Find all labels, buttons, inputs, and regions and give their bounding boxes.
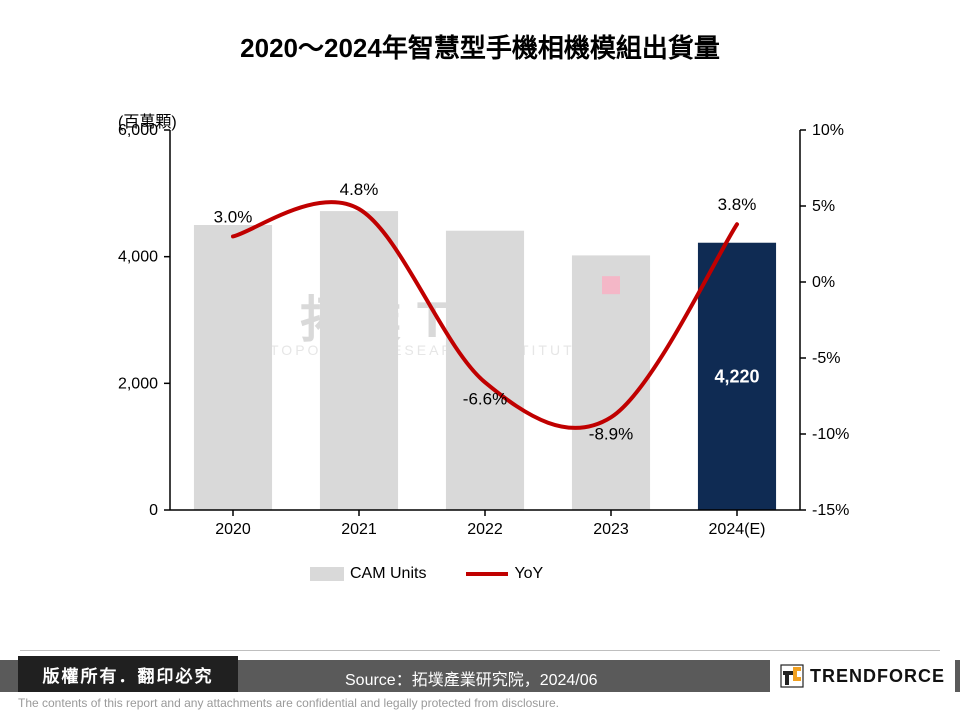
brand-icon: [780, 664, 804, 688]
legend: CAM Units YoY: [310, 565, 543, 583]
y1-tick-label: 4,000: [118, 249, 158, 266]
copyright-box: 版權所有．翻印必究: [18, 656, 238, 692]
y2-tick-label: 5%: [812, 198, 835, 215]
bar-value-label: 4,220: [714, 366, 759, 386]
line-value-label: -6.6%: [463, 389, 507, 408]
line-value-label: 3.0%: [214, 207, 253, 226]
footer-rule: [20, 650, 940, 651]
legend-swatch-line: [466, 572, 508, 576]
line-value-label: -8.9%: [589, 424, 633, 443]
y2-tick-label: -15%: [812, 502, 849, 519]
x-tick-label: 2023: [593, 521, 629, 538]
y2-tick-label: -5%: [812, 350, 840, 367]
bar: [194, 225, 272, 510]
x-tick-label: 2021: [341, 521, 377, 538]
brand: TRENDFORCE: [770, 660, 955, 692]
brand-text: TRENDFORCE: [810, 666, 945, 687]
page-root: { "title": { "text": "2020～2024年智慧型手機相機模…: [0, 0, 960, 720]
disclaimer-text: The contents of this report and any atta…: [18, 696, 559, 710]
legend-label: YoY: [514, 565, 543, 583]
y1-tick-label: 6,000: [118, 122, 158, 139]
chart-area: 4,220 0 2,000 4,000 6,000 -15% -10% -5% 0% 5% 10% 2…: [0, 0, 960, 620]
y2-tick-label: 10%: [812, 122, 844, 139]
bar: [320, 211, 398, 510]
y1-tick-label: 2,000: [118, 375, 158, 392]
x-tick-label: 2022: [467, 521, 503, 538]
y2-tick-label: -10%: [812, 426, 849, 443]
source-text: Source：拓墣產業研究院，2024/06: [345, 666, 598, 690]
legend-label: CAM Units: [350, 565, 426, 583]
line-value-label: 4.8%: [340, 180, 379, 199]
legend-item: CAM Units: [310, 565, 426, 583]
x-tick-label: 2024(E): [709, 521, 766, 538]
y1-tick-label: 0: [149, 502, 158, 519]
y2-tick-label: 0%: [812, 274, 835, 291]
combo-chart: 4,220 0 2,000 4,000 6,000 -15% -10% -5% 0% 5% 10% 2…: [0, 0, 960, 620]
highlight-marker: [602, 276, 620, 294]
legend-swatch-bar: [310, 567, 344, 581]
legend-item: YoY: [466, 565, 543, 583]
line-value-label: 3.8%: [718, 195, 757, 214]
bar: [446, 231, 524, 510]
x-tick-label: 2020: [215, 521, 251, 538]
